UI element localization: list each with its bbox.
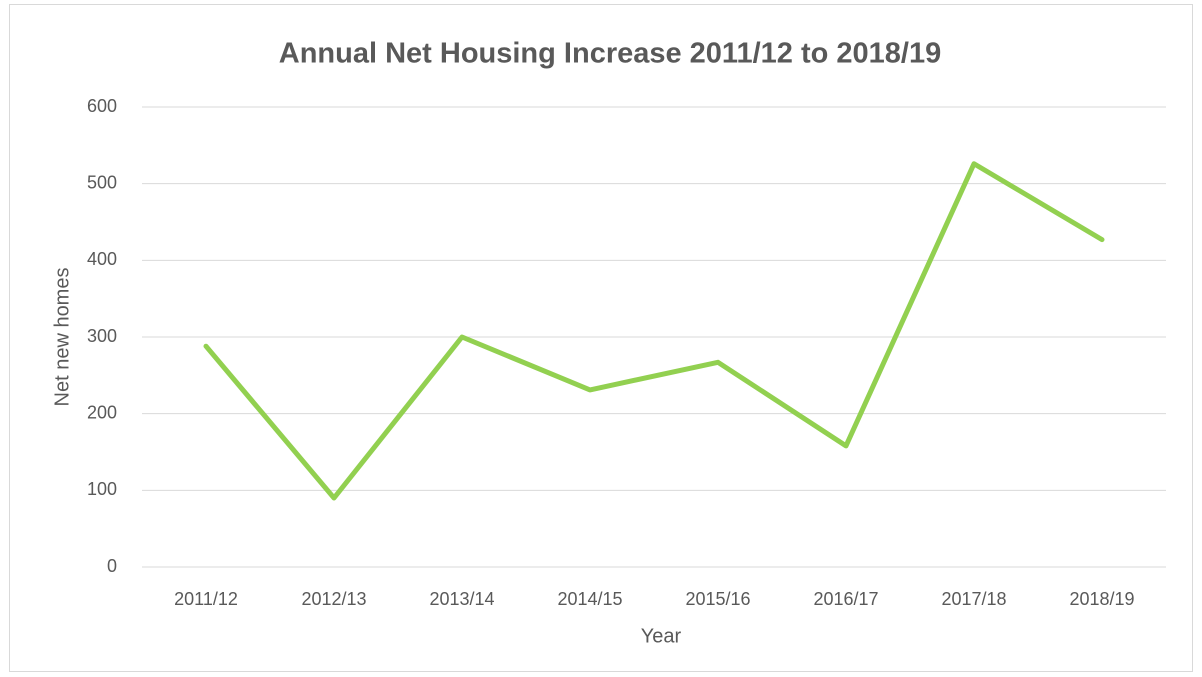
x-tick-label: 2016/17 [813, 589, 878, 609]
data-line [203, 161, 1105, 501]
y-tick-label: 600 [87, 96, 117, 116]
chart-frame [9, 4, 1193, 672]
y-tick-label: 200 [87, 402, 117, 422]
x-tick-label: 2017/18 [941, 589, 1006, 609]
y-tick-label: 300 [87, 326, 117, 346]
chart-title: Annual Net Housing Increase 2011/12 to 2… [279, 38, 941, 70]
y-tick-label: 500 [87, 172, 117, 192]
x-tick-label: 2018/19 [1069, 589, 1134, 609]
x-tick-label: 2014/15 [557, 589, 622, 609]
x-tick-label: 2015/16 [685, 589, 750, 609]
y-tick-label: 100 [87, 479, 117, 499]
y-tick-label: 0 [107, 556, 117, 576]
y-tick-label: 400 [87, 249, 117, 269]
x-tick-label: 2012/13 [301, 589, 366, 609]
x-tick-label: 2013/14 [429, 589, 494, 609]
y-axis-label: Net new homes [51, 268, 73, 407]
x-axis-label: Year [641, 625, 682, 647]
x-tick-label: 2011/12 [174, 589, 238, 609]
